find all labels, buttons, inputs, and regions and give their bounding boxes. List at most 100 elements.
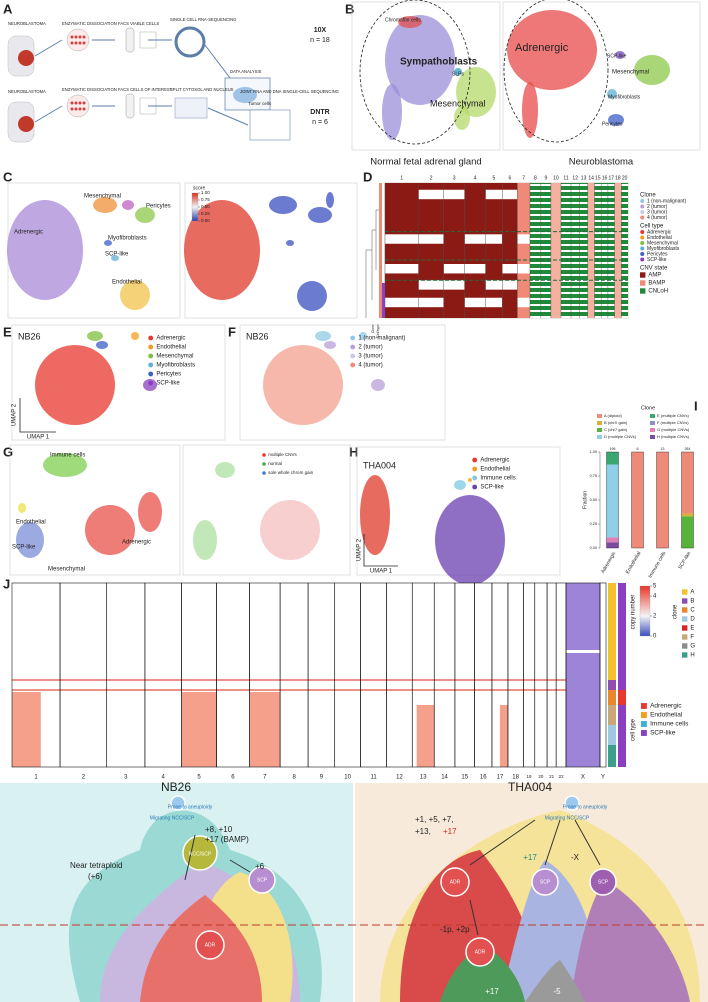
label: Mesenchymal: [48, 567, 85, 573]
column-label: 6: [508, 175, 511, 181]
column-label: 20: [622, 175, 628, 181]
chromosome-label: 2: [82, 775, 86, 781]
cell-cluster: [359, 332, 367, 340]
cnv-gap: [385, 234, 419, 244]
label: (+6): [88, 872, 103, 881]
cell-cluster: [263, 345, 343, 425]
cell-icon: [248, 866, 276, 894]
legend-label: Adrenergic: [647, 229, 672, 235]
column-label: 4: [474, 175, 477, 181]
legend-swatch: [640, 204, 645, 209]
cell: [82, 41, 86, 45]
cell-cluster: [260, 500, 320, 560]
cnv-gap: [418, 234, 444, 244]
label: ADR: [450, 879, 461, 885]
label: THA004: [363, 460, 396, 470]
chromosome-label: 18: [512, 775, 519, 781]
cell-cluster: [135, 207, 155, 223]
legend-swatch: [262, 462, 266, 466]
outline: [359, 0, 471, 145]
chromosome-label: 9: [320, 775, 324, 781]
label: Prone to aneuploidy: [168, 804, 213, 810]
cell-cluster: [184, 200, 260, 300]
celltype-bar: [618, 705, 626, 767]
cnv-block: [550, 183, 561, 318]
legend-swatch: [640, 210, 645, 214]
label: SPLIT CYTOSOL AND NUCLEUS: [170, 87, 234, 92]
chromosome-label: Y: [601, 775, 605, 781]
legend-label: 2 (tumor): [647, 204, 668, 210]
cnv-block: [614, 183, 622, 318]
cnv-gap: [385, 264, 419, 274]
y-tick-label: 0.75: [590, 474, 597, 478]
label: Endothelial: [112, 280, 142, 286]
arrow: [544, 819, 561, 866]
arrow: [34, 105, 63, 123]
cell-cluster: [96, 341, 108, 349]
label: SLPs: [452, 71, 464, 77]
legend-swatch: [640, 215, 645, 220]
column-label: 1: [400, 175, 403, 181]
bar-segment: [606, 537, 619, 543]
cell-cluster: [454, 68, 462, 76]
label: UMAP 1: [27, 435, 50, 441]
cnv-gap: [464, 297, 486, 308]
legend-swatch: [597, 428, 602, 432]
label: SCP-like: [607, 53, 627, 59]
cnv-block: [601, 183, 608, 318]
label: Myofibroblasts: [608, 94, 641, 100]
colorbar-tick-label: 5: [653, 584, 657, 590]
analysis-screen: [224, 77, 271, 111]
clone-bar: [608, 680, 616, 690]
chromosome-label: 8: [292, 775, 296, 781]
label: ADR: [475, 949, 486, 955]
cell: [74, 35, 78, 39]
label: UMAP 2: [12, 403, 18, 426]
legend-swatch: [350, 353, 356, 359]
legend-label: F (multiple CNVs): [657, 420, 689, 425]
panel-frame: [239, 324, 446, 441]
cnv-block: [418, 183, 444, 318]
panel-letter: G: [3, 444, 13, 459]
cell-cluster: [315, 331, 331, 341]
legend-swatch: [640, 257, 645, 262]
arrow: [207, 107, 249, 126]
label: clone: [673, 604, 679, 619]
chromosome-label: 5: [197, 775, 201, 781]
cnv-block: [560, 183, 572, 318]
cell-cluster: [120, 280, 150, 310]
label: Cell type: [376, 324, 380, 338]
cnv-block: [181, 692, 217, 767]
bar-total: 13: [661, 447, 665, 451]
cell: [78, 107, 82, 111]
cell: [82, 35, 86, 39]
bar-segment: [606, 464, 619, 538]
cell: [74, 41, 78, 45]
cnv-block: [12, 692, 41, 767]
label: n = 18: [310, 37, 330, 44]
x-tick-label: Endothelial: [625, 551, 643, 575]
legend-label: H: [690, 653, 694, 659]
label: +13,: [415, 827, 431, 836]
y-axis-label: Fraction: [582, 491, 588, 509]
column-label: 3: [453, 175, 456, 181]
cnv-gap: [485, 189, 503, 200]
legend-swatch: [650, 428, 655, 432]
label: Clone: [640, 193, 656, 199]
label: UMAP 1: [370, 569, 393, 575]
legend-label: A (diploid): [604, 413, 622, 418]
cell-cluster: [324, 341, 336, 349]
cell-cluster: [297, 281, 327, 311]
x-tick-label: SCP-like: [677, 550, 692, 570]
lineage-shape: [500, 860, 600, 1002]
legend-swatch: [640, 252, 645, 256]
cnv-gap: [464, 264, 486, 274]
column-label: 8: [534, 175, 537, 181]
cell-icon: [182, 835, 218, 871]
chromosome-label: X: [581, 775, 585, 781]
legend-label: Adrenergic: [480, 458, 509, 464]
clone-bar: [379, 183, 382, 318]
chromosome-label: 10: [344, 775, 351, 781]
celltype-bar: [382, 283, 385, 318]
chromosome-label: 20: [538, 774, 544, 779]
